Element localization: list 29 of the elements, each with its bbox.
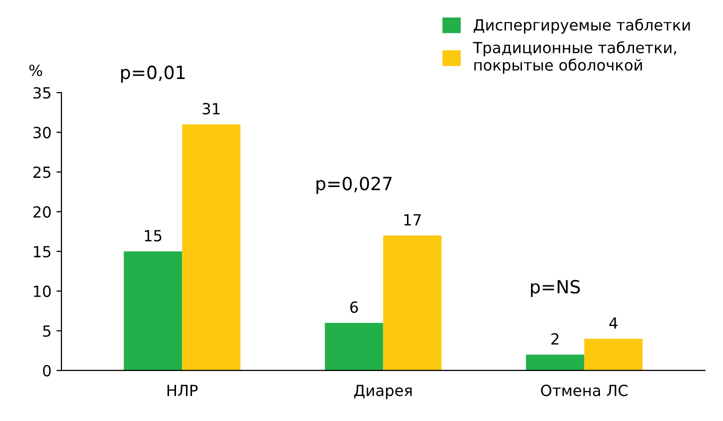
- y-tick-label: 30: [33, 126, 51, 138]
- x-tick-label: НЛР: [168, 384, 198, 396]
- y-tick-label: 25: [33, 166, 50, 178]
- y-axis-title: %: [29, 64, 42, 76]
- data-label: 2: [551, 333, 558, 344]
- annotation: p=0,027: [316, 176, 392, 194]
- y-tick-label: 15: [34, 246, 50, 258]
- data-label: 17: [404, 214, 421, 226]
- legend-label: Диспергируемые таблетки: [474, 18, 690, 34]
- x-tick-label: Отмена ЛС: [541, 384, 628, 396]
- bar: [383, 236, 442, 370]
- x-tick-label: Диарея: [354, 384, 412, 400]
- data-label: 4: [609, 317, 618, 329]
- bar: [324, 322, 384, 370]
- legend-label: Традиционные таблетки, покрытые оболочкой: [472, 41, 676, 74]
- y-tick-label: 20: [33, 206, 51, 218]
- y-tick-label: 10: [34, 286, 51, 298]
- data-label: 6: [350, 301, 358, 313]
- bar: [526, 354, 584, 370]
- y-tick-label: 0: [43, 364, 51, 376]
- data-label: 15: [144, 230, 162, 242]
- y-tick-label: 5: [43, 325, 50, 337]
- bar: [124, 251, 182, 370]
- y-tick-label: 35: [33, 87, 50, 99]
- text: p=0,01: [121, 66, 185, 83]
- bar: [182, 124, 240, 370]
- bar: [584, 338, 643, 370]
- data-label: 31: [202, 102, 220, 114]
- annotation: p=NS: [530, 280, 580, 298]
